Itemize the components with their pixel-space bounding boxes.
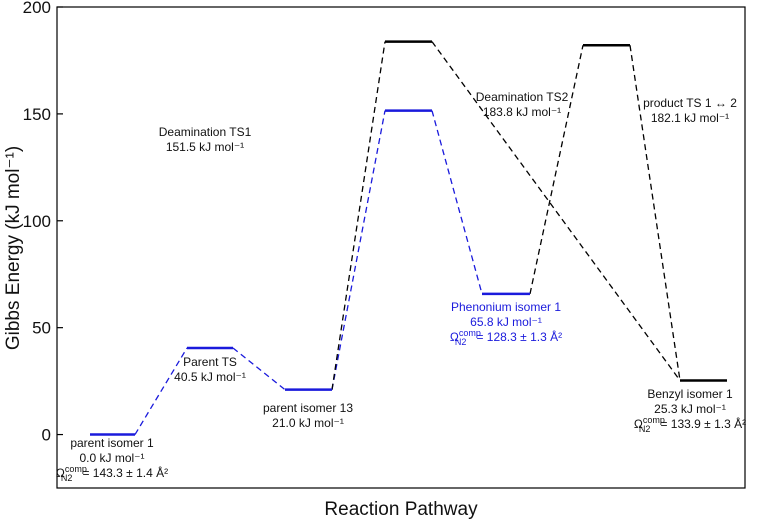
level-energy: 0.0 kJ mol⁻¹: [79, 451, 144, 465]
level-energy: 40.5 kJ mol⁻¹: [174, 370, 246, 384]
y-tick-label: 100: [23, 212, 51, 231]
ccs-sub: N2: [639, 424, 651, 434]
y-tick-label: 150: [23, 105, 51, 124]
connector: [431, 110, 483, 295]
ccs-sup: comp: [459, 328, 481, 338]
ccs-sub: N2: [61, 473, 73, 483]
ccs-symbol: Ω: [634, 417, 643, 431]
connector: [629, 45, 681, 381]
ccs-label: Ωcomp N2 = 128.3 ± 1.3 Å²: [450, 328, 562, 347]
connector: [331, 41, 386, 390]
level-energy: 183.8 kJ mol⁻¹: [483, 105, 561, 119]
plot-frame: [56, 6, 746, 489]
connector: [331, 110, 386, 390]
x-axis-label: Reaction Pathway: [324, 499, 478, 520]
ccs-sup: comp: [65, 464, 87, 474]
y-tick-label: 50: [32, 319, 51, 338]
y-tick-label: 200: [23, 0, 51, 17]
ccs-value: = 128.3 ± 1.3 Å²: [476, 329, 562, 344]
level-name: Deamination TS2: [476, 90, 569, 104]
level-name: product TS 1 ↔ 2: [643, 96, 737, 110]
level-energy: 25.3 kJ mol⁻¹: [654, 402, 726, 416]
ccs-label: Ωcomp N2 = 143.3 ± 1.4 Å²: [56, 464, 168, 483]
ccs-symbol: Ω: [56, 466, 65, 480]
connector: [529, 45, 584, 295]
ccs-value: = 143.3 ± 1.4 Å²: [82, 465, 168, 480]
level-name: parent isomer 1: [70, 436, 154, 450]
ccs-sup: comp: [643, 415, 665, 425]
level-energy: 65.8 kJ mol⁻¹: [470, 315, 542, 329]
level-energy: 151.5 kJ mol⁻¹: [166, 140, 244, 154]
y-axis-label: Gibbs Energy (kJ mol⁻¹): [3, 146, 24, 350]
level-name: Deamination TS1: [159, 125, 252, 139]
level-name: Phenonium isomer 1: [451, 300, 561, 314]
ccs-symbol: Ω: [450, 330, 459, 344]
ccs-value: = 133.9 ± 1.3 Å²: [660, 416, 746, 431]
level-name: parent isomer 13: [263, 401, 353, 415]
level-energy: 182.1 kJ mol⁻¹: [651, 111, 729, 125]
level-energy: 21.0 kJ mol⁻¹: [272, 416, 344, 430]
connector: [134, 347, 188, 435]
ccs-sub: N2: [455, 337, 467, 347]
y-tick-label: 0: [42, 426, 51, 445]
connector: [232, 347, 286, 391]
ccs-label: Ωcomp N2 = 133.9 ± 1.3 Å²: [634, 415, 746, 434]
level-name: Parent TS: [183, 355, 237, 369]
level-name: Benzyl isomer 1: [647, 387, 733, 401]
